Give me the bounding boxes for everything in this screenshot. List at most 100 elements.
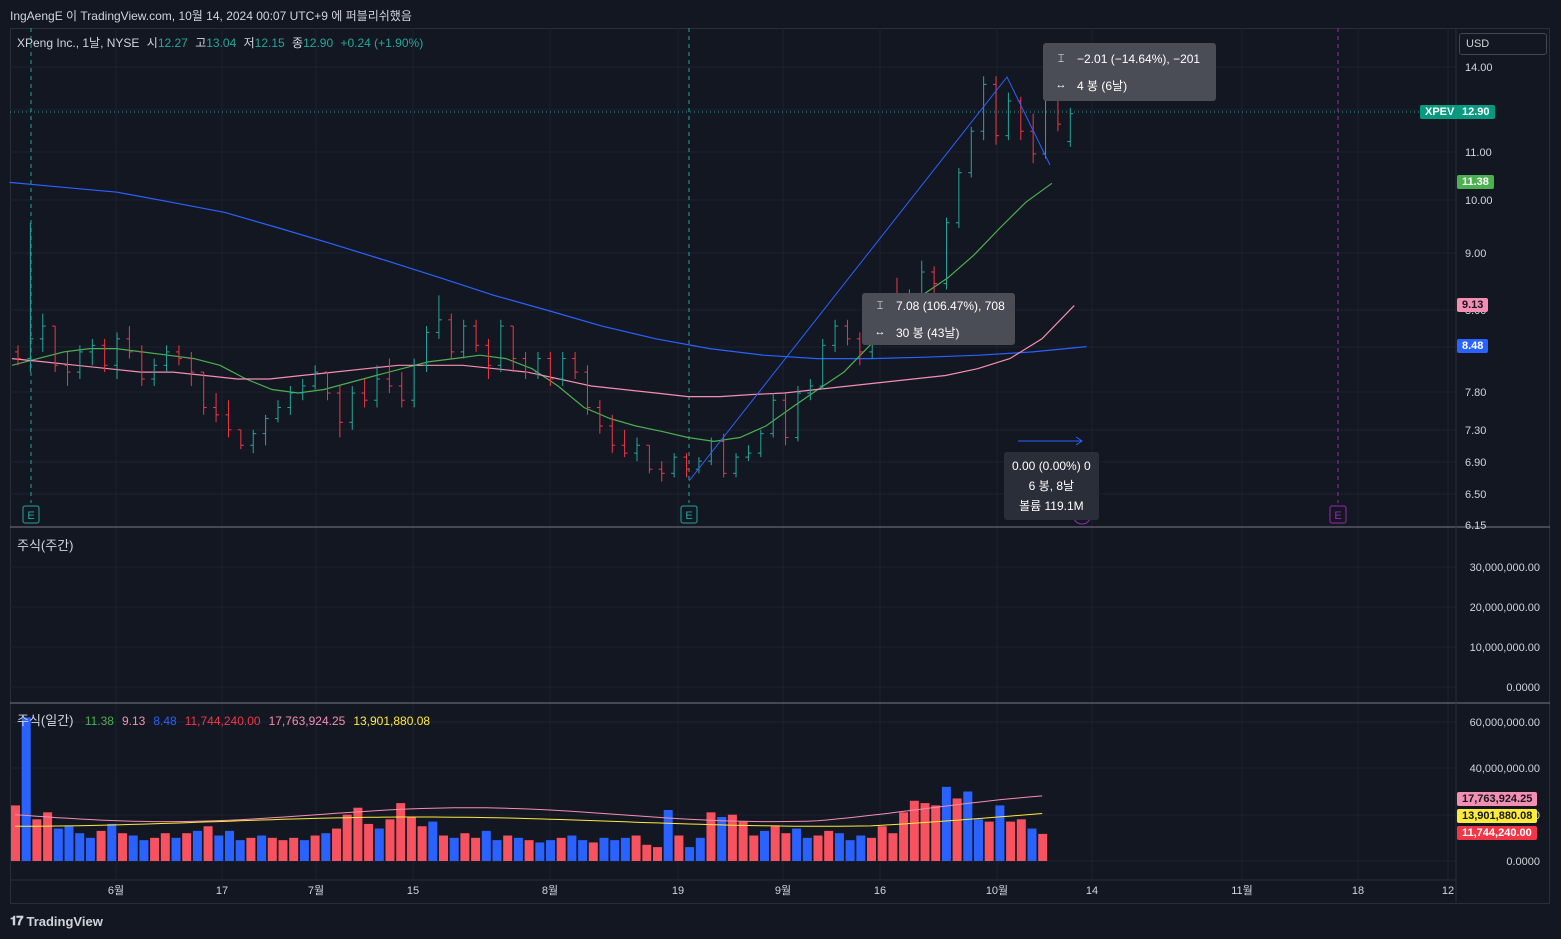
volume-bar (299, 840, 309, 861)
volume-bar (53, 828, 63, 861)
volume-value-tag: 11,744,240.00 (1457, 826, 1537, 840)
volume-bar (995, 805, 1005, 861)
symbol-legend[interactable]: XPeng Inc., 1날, NYSE 시12.27 고13.04 저12.1… (17, 34, 423, 51)
ohlc-bar (943, 217, 950, 290)
pane-separators (10, 28, 1550, 904)
ohlc-bar (931, 266, 938, 296)
daily-axis-label: 0.0000 (1506, 856, 1540, 868)
ohlc-bar (188, 351, 195, 386)
ohlc-bar (596, 400, 603, 434)
volume-bar (706, 812, 716, 861)
volume-bar (717, 816, 727, 861)
ohlc-bar (1067, 107, 1074, 147)
volume-bar (642, 844, 652, 861)
volume-bar (856, 835, 866, 861)
volume-bar (620, 837, 630, 861)
time-axis-label: 9월 (775, 884, 791, 897)
volume-bar (1016, 819, 1026, 861)
time-axis-label: 14 (1086, 885, 1098, 897)
volume-bar (802, 837, 812, 861)
ohlc-bar (955, 167, 962, 229)
volume-bar (353, 807, 363, 861)
volume-bar (941, 786, 951, 861)
ohlc-bar (262, 414, 269, 446)
weekly-axis-label: 0.0000 (1506, 682, 1540, 694)
volume-bar (32, 819, 42, 861)
volume-bars (11, 717, 1048, 861)
volume-bar (663, 810, 673, 861)
date-range-icon: ↔ (1055, 79, 1067, 91)
ohlc-bar (497, 319, 504, 373)
volume-bar (503, 835, 513, 861)
volume-bar (85, 837, 95, 861)
volume-bar (182, 833, 192, 861)
ohlc-bar (237, 429, 244, 450)
daily-legend-value: 9.13 (121, 714, 146, 728)
ohlc-bar (980, 76, 987, 141)
ohlc-bar (27, 222, 34, 373)
ohlc-bar (708, 437, 715, 466)
daily-pane-values: 11.38 9.13 8.48 11,744,240.00 17,763,924.25 1… (77, 714, 430, 728)
daily-axis-label: 40,000,000.00 (1470, 763, 1540, 775)
volume-bar (1027, 828, 1037, 861)
daily-legend-value: 13,901,880.08 (353, 714, 431, 728)
ma-blue-tag: 8.48 (1457, 339, 1489, 353)
axes-labels: 14.0011.0010.009.008.007.807.306.906.506… (108, 62, 1540, 897)
ohlc-bar (658, 461, 665, 482)
ohlc-bar (64, 351, 71, 386)
ohlc-bar (832, 319, 839, 352)
symbol-name: XPeng Inc., 1날, NYSE (17, 36, 140, 50)
volume-bar (760, 830, 769, 861)
ohlc-bar (274, 400, 281, 423)
projection-line2: 6 봉, 8날 (1028, 479, 1075, 493)
currency-selector[interactable]: USD (1459, 33, 1547, 55)
chart-frame (10, 28, 1550, 904)
volume-bar (481, 830, 491, 861)
ohlc-bar (175, 345, 182, 366)
daily-legend-value: 8.48 (153, 714, 177, 728)
volume-bar (267, 837, 277, 861)
volume-bar (824, 830, 834, 861)
volume-bar (781, 833, 791, 861)
ohlc-bar (547, 351, 554, 386)
ohlc-bar (89, 338, 96, 366)
ohlc-bar (745, 445, 752, 462)
ohlc-bar (448, 313, 455, 359)
earnings-marker-label: E (1334, 510, 1341, 522)
time-axis-label: 8월 (542, 884, 558, 897)
volume-bar (235, 840, 245, 861)
ohlc-bar (534, 351, 541, 379)
ohlc-bar (200, 371, 207, 415)
projection-line3: 볼륨 119.1M (1019, 499, 1084, 513)
volume-bar (877, 826, 887, 861)
volume-bar (524, 840, 534, 861)
time-axis-label: 17 (216, 885, 228, 897)
ohlc-bar (411, 358, 418, 408)
volume-bar (899, 812, 909, 861)
volume-bar (610, 840, 620, 861)
volume-bar (342, 814, 352, 861)
daily-pane-title: 주식(일간) (17, 713, 74, 728)
price-axis-label: 7.30 (1465, 425, 1486, 437)
volume-bar (952, 798, 962, 861)
volume-bar (374, 828, 384, 861)
ohlc-bar (39, 313, 46, 352)
ohlc-bar (584, 365, 591, 415)
open-value: 12.27 (157, 36, 188, 50)
volume-bar (792, 828, 802, 861)
volume-bar (203, 826, 213, 861)
volume-bar (75, 833, 85, 861)
volume-bar (749, 835, 759, 861)
volume-bar (599, 837, 609, 861)
volume-bar (888, 833, 898, 861)
tradingview-logo[interactable]: 𝟏𝟕 TradingView (10, 913, 103, 929)
ma-green-tag: 11.38 (1457, 175, 1494, 189)
weekly-axis-label: 30,000,000.00 (1470, 562, 1540, 574)
time-axis-label: 6월 (108, 884, 124, 897)
weekly-axis-label: 20,000,000.00 (1470, 602, 1540, 614)
ohlc-bar (856, 332, 863, 366)
ohlc-bar (324, 371, 331, 401)
ohlc-bar (522, 351, 529, 379)
ohlc-bar (770, 393, 777, 438)
